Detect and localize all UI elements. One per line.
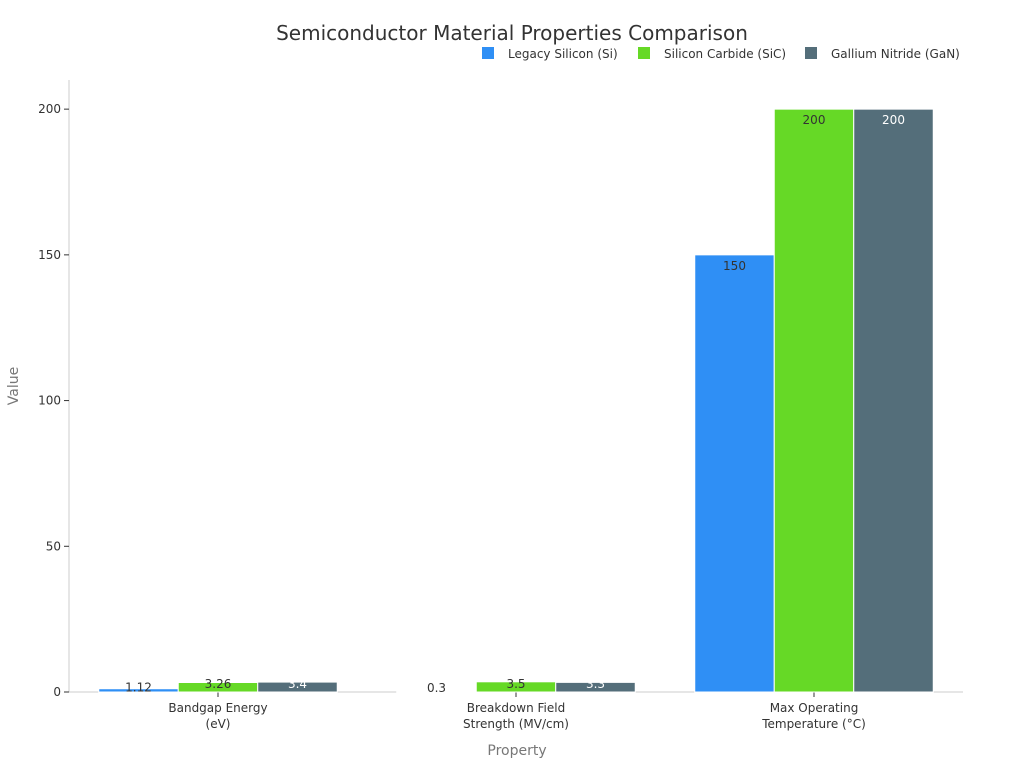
bar-value-label: 0.3 [427,681,446,695]
x-tick-label-line: Temperature (°C) [761,717,866,731]
bar-value-label: 1.12 [125,680,152,694]
bar-value-label: 150 [723,259,746,273]
x-tick-label-line: Bandgap Energy [168,701,267,715]
x-tick-label: Max Operating Temperature (°C) [761,701,866,731]
bar [853,108,934,693]
y-axis-ticks: 0 50 100 150 200 [38,102,69,699]
bar-series [98,108,934,693]
x-axis-title: Property [487,743,546,759]
x-axis-ticks: Bandgap Energy (eV) Breakdown Field Strengt… [168,692,866,731]
y-tick-label: 0 [53,685,61,699]
legend-label: Legacy Silicon (Si) [508,47,618,61]
chart-title: Semiconductor Material Properties Compar… [276,21,748,45]
bar [773,108,855,693]
y-tick-label: 150 [38,248,61,262]
y-tick-label: 50 [46,539,61,553]
y-axis-title: Value [6,367,22,405]
data-labels: 1.12 3.26 3.4 0.3 3.5 3.3 150 200 200 [125,113,905,695]
y-tick-label: 100 [38,394,61,408]
x-tick-label: Breakdown Field Strength (MV/cm) [463,701,569,731]
x-tick-label-line: (eV) [206,717,231,731]
bar [555,681,636,693]
bar-value-label: 3.3 [586,677,605,691]
x-tick-label-line: Strength (MV/cm) [463,717,569,731]
legend-swatch [482,47,494,59]
legend-label: Gallium Nitride (GaN) [831,47,960,61]
x-tick-label-line: Max Operating [770,701,859,715]
legend-swatch [638,47,650,59]
bar-value-label: 200 [803,113,826,127]
bar-value-label: 3.4 [288,677,307,691]
chart-legend: Legacy Silicon (Si) Silicon Carbide (SiC)… [482,47,960,61]
legend-swatch [805,47,817,59]
legend-label: Silicon Carbide (SiC) [664,47,786,61]
bar [257,681,338,693]
x-tick-label-line: Breakdown Field [467,701,565,715]
bar [694,254,775,693]
y-tick-label: 200 [38,102,61,116]
bar-value-label: 200 [882,113,905,127]
bar-value-label: 3.26 [205,677,232,691]
bar-value-label: 3.5 [506,677,525,691]
x-tick-label: Bandgap Energy (eV) [168,701,267,731]
